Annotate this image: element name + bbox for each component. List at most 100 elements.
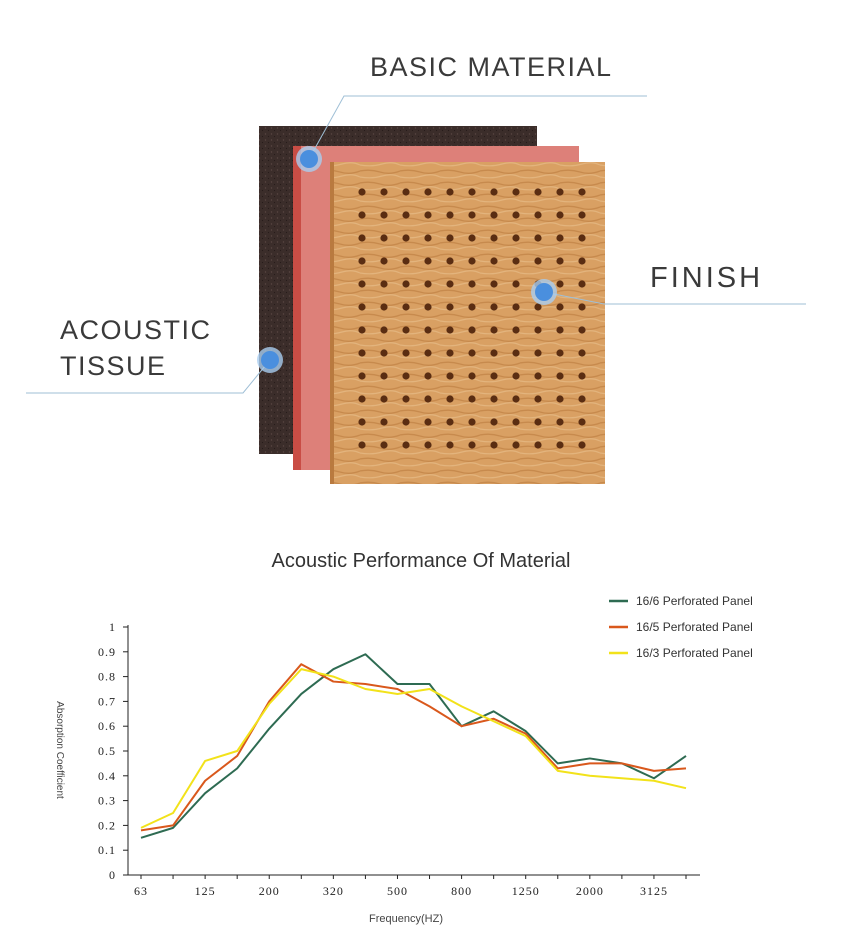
perforation-hole xyxy=(556,395,564,403)
perforation-hole xyxy=(380,326,388,334)
legend-label: 16/6 Perforated Panel xyxy=(636,594,753,608)
perforation-hole xyxy=(358,349,366,357)
perforation-grid xyxy=(358,188,586,449)
perforation-hole xyxy=(534,395,542,403)
perforation-hole xyxy=(402,441,410,449)
perforation-hole xyxy=(380,372,388,380)
perforation-hole xyxy=(490,280,498,288)
perforation-hole xyxy=(490,395,498,403)
perforation-hole xyxy=(534,418,542,426)
legend-label: 16/3 Perforated Panel xyxy=(636,646,753,660)
perforation-hole xyxy=(512,234,520,242)
perforation-hole xyxy=(358,303,366,311)
perforation-hole xyxy=(512,303,520,311)
perforation-hole xyxy=(512,326,520,334)
perforation-hole xyxy=(446,303,454,311)
x-tick-label: 200 xyxy=(259,884,280,898)
y-tick-label: 1 xyxy=(109,620,116,634)
perforation-hole xyxy=(578,326,586,334)
perforation-hole xyxy=(402,372,410,380)
series-line xyxy=(140,663,687,832)
y-axis-label: Absorption Coefficient xyxy=(54,701,65,799)
perforation-hole xyxy=(534,349,542,357)
perforation-hole xyxy=(380,257,388,265)
x-tick-label: 2000 xyxy=(576,884,604,898)
acoustic-tissue-line1: ACOUSTIC xyxy=(60,315,212,345)
panel-layers-illustration xyxy=(26,95,806,484)
perforation-hole xyxy=(424,188,432,196)
basic-material-side xyxy=(293,146,301,470)
y-tick-label: 0.6 xyxy=(98,719,116,733)
perforation-hole xyxy=(424,395,432,403)
perforation-hole xyxy=(402,280,410,288)
legend-label: 16/5 Perforated Panel xyxy=(636,620,753,634)
perforation-hole xyxy=(490,372,498,380)
perforation-hole xyxy=(556,303,564,311)
perforation-hole xyxy=(490,257,498,265)
perforation-hole xyxy=(424,303,432,311)
perforation-hole xyxy=(490,303,498,311)
perforation-hole xyxy=(578,395,586,403)
perforation-hole xyxy=(490,418,498,426)
perforation-hole xyxy=(380,349,388,357)
perforation-hole xyxy=(534,188,542,196)
y-tick-label: 0.1 xyxy=(98,843,116,857)
perforation-hole xyxy=(424,280,432,288)
perforation-hole xyxy=(490,211,498,219)
perforation-hole xyxy=(424,349,432,357)
perforation-hole xyxy=(358,188,366,196)
perforation-hole xyxy=(468,326,476,334)
perforation-hole xyxy=(468,188,476,196)
perforation-hole xyxy=(380,441,388,449)
perforation-hole xyxy=(556,326,564,334)
perforation-hole xyxy=(556,188,564,196)
acoustic-tissue-marker xyxy=(257,347,283,373)
perforation-hole xyxy=(578,441,586,449)
x-tick-label: 125 xyxy=(195,884,216,898)
perforation-hole xyxy=(446,372,454,380)
x-axis-label: Frequency(HZ) xyxy=(369,913,443,925)
x-tick-label: 3125 xyxy=(640,884,668,898)
perforation-hole xyxy=(402,395,410,403)
perforation-hole xyxy=(358,211,366,219)
perforation-hole xyxy=(578,257,586,265)
perforation-hole xyxy=(512,188,520,196)
x-tick-label: 63 xyxy=(134,884,148,898)
perforation-hole xyxy=(424,211,432,219)
perforation-hole xyxy=(490,326,498,334)
acoustic-tissue-line2: TISSUE xyxy=(60,351,167,381)
perforation-hole xyxy=(402,257,410,265)
perforation-hole xyxy=(556,441,564,449)
perforation-hole xyxy=(578,188,586,196)
perforation-hole xyxy=(446,349,454,357)
perforation-hole xyxy=(534,372,542,380)
finish-marker xyxy=(531,279,557,305)
perforation-hole xyxy=(468,418,476,426)
perforation-hole xyxy=(402,188,410,196)
perforation-hole xyxy=(446,418,454,426)
perforation-hole xyxy=(512,395,520,403)
perforation-hole xyxy=(512,280,520,288)
perforation-hole xyxy=(534,303,542,311)
series-line xyxy=(140,653,687,839)
perforation-hole xyxy=(512,349,520,357)
perforation-hole xyxy=(468,303,476,311)
basic-material-marker xyxy=(296,146,322,172)
perforation-hole xyxy=(556,372,564,380)
perforation-hole xyxy=(446,395,454,403)
perforation-hole xyxy=(424,418,432,426)
perforation-hole xyxy=(468,441,476,449)
perforation-hole xyxy=(468,234,476,242)
x-tick-label: 500 xyxy=(387,884,408,898)
acoustic-tissue-label: ACOUSTIC TISSUE xyxy=(60,312,212,384)
perforation-hole xyxy=(556,234,564,242)
perforation-hole xyxy=(402,234,410,242)
perforation-hole xyxy=(468,211,476,219)
finish-callout-line xyxy=(543,291,806,305)
y-tick-label: 0.7 xyxy=(98,694,116,708)
perforation-hole xyxy=(358,326,366,334)
basic-material-callout-line xyxy=(308,95,647,160)
perforation-hole xyxy=(578,418,586,426)
perforation-hole xyxy=(446,280,454,288)
perforation-hole xyxy=(380,234,388,242)
